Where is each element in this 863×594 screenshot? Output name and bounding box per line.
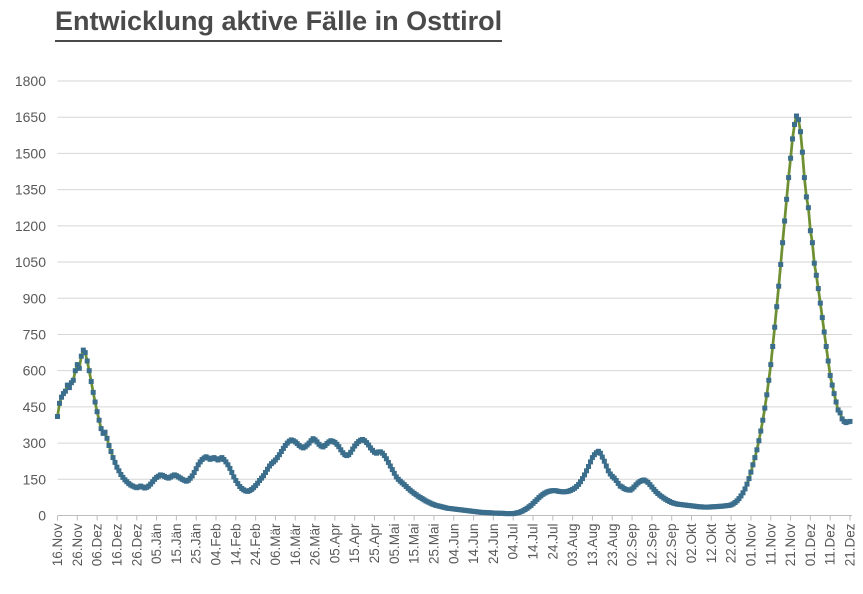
y-axis-labels: 0 150 300 450 600 750 900 1050 1200 1350 1500 1650 1…: [15, 73, 46, 524]
x-tick-label: 21.Nov: [783, 523, 798, 566]
y-tick-label: 1200: [15, 218, 46, 234]
x-tick-label: 25.Apr: [367, 523, 382, 563]
x-tick-label: 11.Nov: [763, 523, 778, 565]
x-tick-label: 14.Jun: [466, 524, 481, 565]
x-tick-label: 24.Jul: [545, 524, 560, 560]
x-tick-label: 15.Jän: [169, 524, 184, 565]
x-tick-label: 24.Feb: [248, 524, 263, 566]
y-gridlines: [57, 80, 852, 516]
x-tick-label: 22.Sep: [664, 524, 679, 567]
y-tick-label: 900: [23, 290, 47, 306]
y-tick-label: 1650: [15, 109, 46, 125]
x-tick-label: 11.Dez: [823, 523, 838, 565]
x-tick-label: 02.Sep: [625, 524, 640, 567]
x-tick-label: 04.Feb: [209, 524, 224, 566]
y-tick-label: 300: [23, 435, 47, 451]
chart-title: Entwicklung aktive Fälle in Osttirol: [55, 6, 503, 42]
x-tick-label: 04.Jun: [446, 524, 461, 565]
x-tick-label: 12.Okt: [704, 523, 719, 563]
x-tick-label: 15.Mai: [407, 524, 422, 565]
y-tick-label: 150: [23, 471, 47, 487]
x-tick-label: 25.Jän: [189, 524, 204, 565]
y-tick-label: 1350: [15, 182, 46, 198]
x-tick-label: 23.Aug: [605, 524, 620, 567]
x-tick-label: 06.Dez: [90, 523, 105, 566]
series-markers: [55, 113, 853, 517]
y-tick-label: 1500: [15, 145, 46, 161]
x-tick-label: 26.Dez: [129, 523, 144, 566]
x-tick-label: 05.Apr: [327, 523, 342, 563]
y-tick-label: 0: [38, 508, 46, 524]
x-axis-labels: 16.Nov 26.Nov 06.Dez 16.Dez 26.Dez 05.Jän 15.J…: [50, 523, 858, 566]
y-tick-label: 600: [23, 363, 47, 379]
x-tick-label: 16.Nov: [50, 523, 65, 566]
x-tick-label: 05.Jän: [149, 524, 164, 565]
x-tick-label: 15.Apr: [347, 523, 362, 563]
series-line: [56, 114, 851, 515]
y-tick-label: 1050: [15, 254, 46, 270]
x-axis-ticks: [57, 515, 851, 521]
x-tick-label: 14.Feb: [228, 524, 243, 566]
x-tick-label: 22.Okt: [724, 523, 739, 563]
x-tick-label: 24.Jun: [486, 524, 501, 565]
y-tick-label: 750: [23, 326, 47, 342]
x-tick-label: 26.Mär: [308, 523, 323, 566]
x-tick-label: 25.Mai: [426, 524, 441, 565]
x-tick-label: 01.Nov: [743, 523, 758, 566]
x-tick-label: 12.Sep: [644, 524, 659, 567]
x-tick-label: 05.Mai: [387, 524, 402, 565]
x-tick-label: 01.Dez: [803, 523, 818, 566]
x-tick-label: 16.Dez: [109, 523, 124, 566]
x-tick-label: 13.Aug: [585, 524, 600, 567]
x-tick-label: 26.Nov: [70, 523, 85, 566]
x-tick-label: 14.Jul: [526, 524, 541, 560]
x-tick-label: 21.Dez: [843, 523, 858, 566]
y-tick-label: 1800: [15, 73, 46, 89]
y-tick-label: 450: [23, 399, 47, 415]
x-tick-label: 03.Aug: [565, 524, 580, 567]
x-tick-label: 16.Mär: [288, 523, 303, 566]
x-tick-label: 04.Jul: [506, 524, 521, 560]
x-tick-label: 06.Mär: [268, 523, 283, 566]
x-tick-label: 02.Okt: [684, 523, 699, 563]
